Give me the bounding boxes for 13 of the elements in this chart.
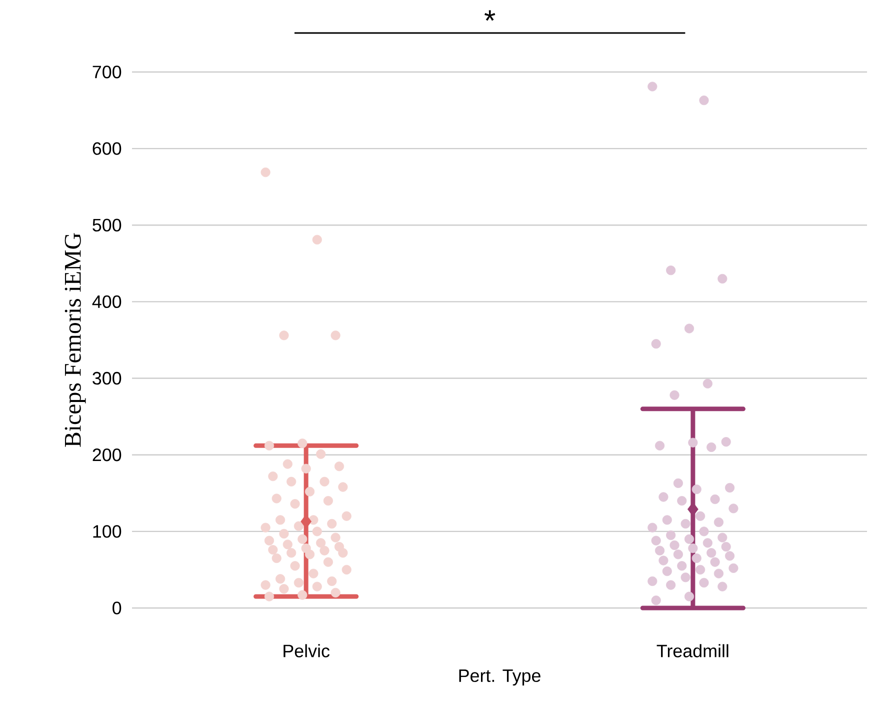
y-tick-label: 600 bbox=[92, 142, 122, 155]
y-tick-label: 0 bbox=[112, 602, 122, 614]
y-tick-label: 500 bbox=[92, 218, 122, 232]
x-axis-title: Pert. Type bbox=[459, 669, 540, 686]
y-axis-title: Biceps Femoris iEMG bbox=[64, 233, 86, 447]
x-tick-label: Treadmill bbox=[656, 644, 728, 658]
y-tick-label: 400 bbox=[92, 295, 122, 308]
x-tick-label: Pelvic bbox=[284, 644, 330, 658]
y-tick-label: 200 bbox=[92, 448, 122, 462]
y-tick-label: 700 bbox=[92, 66, 122, 78]
y-tick-label: 100 bbox=[93, 525, 122, 538]
text: * bbox=[484, 10, 496, 21]
y-tick-label: 300 bbox=[92, 372, 122, 385]
